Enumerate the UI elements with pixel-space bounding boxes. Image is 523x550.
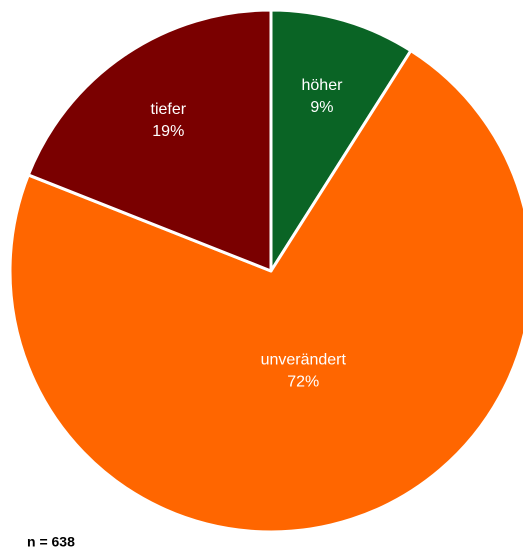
- pie-slice: [8, 49, 523, 534]
- pie-slice: [26, 8, 273, 273]
- pie: [8, 8, 523, 534]
- annotation: n = 638: [27, 534, 75, 550]
- pie-slice: [269, 8, 413, 273]
- slice-category: unverändert: [261, 352, 347, 369]
- slice-category: tiefer: [151, 101, 187, 118]
- slice-value-label: 9%: [310, 99, 333, 116]
- slice-value-label: 19%: [152, 123, 184, 140]
- slice-category: höher: [302, 77, 344, 94]
- slice-value-label: 72%: [287, 374, 319, 391]
